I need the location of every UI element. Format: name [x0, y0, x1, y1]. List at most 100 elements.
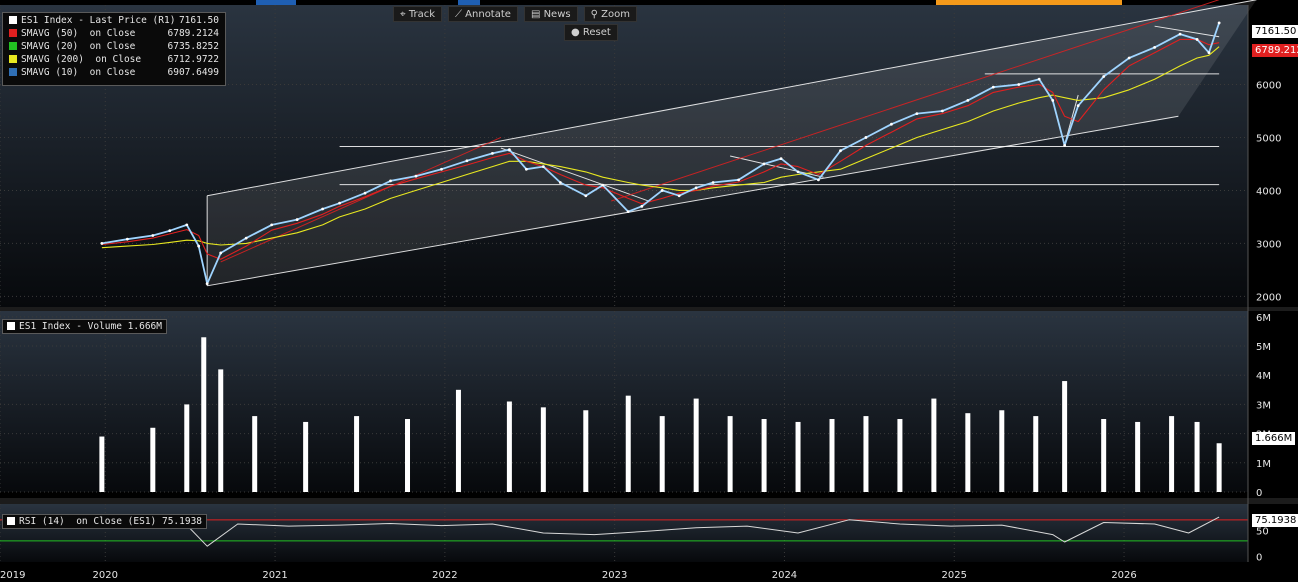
volume-bar: [1033, 416, 1039, 492]
price-point: [915, 112, 919, 116]
volume-tick-label: 4M: [1256, 371, 1271, 382]
price-point: [440, 167, 443, 171]
last-price-label: 7161.50: [1252, 25, 1298, 38]
price-point: [966, 98, 970, 102]
volume-tick-label: 1M: [1256, 459, 1271, 470]
trend-channel-area: [207, 0, 1257, 286]
price-point: [321, 207, 325, 211]
price-tick-label: 6000: [1256, 80, 1281, 91]
news-button[interactable]: ▤ News: [523, 6, 578, 22]
volume-bar: [625, 395, 631, 492]
volume-bar: [405, 419, 411, 492]
volume-panel-title: ES1 Index - Volume 1.666M: [2, 319, 167, 334]
price-point: [465, 159, 469, 163]
price-point: [558, 181, 562, 184]
volume-bar: [1169, 416, 1175, 492]
price-point: [1063, 144, 1067, 147]
sma50-line: [101, 38, 1220, 260]
annotate-button[interactable]: ⟋ Annotate: [447, 6, 518, 22]
price-point: [270, 223, 274, 227]
legend-value-sma20: 6735.8252: [167, 41, 219, 52]
volume-panel-background: [0, 311, 1248, 492]
trendline: [220, 136, 502, 263]
sma200-line: [101, 46, 1220, 249]
track-button[interactable]: ⌖ Track: [393, 6, 442, 22]
price-point: [1127, 56, 1131, 60]
pencil-icon: ⟋: [454, 9, 466, 20]
trendline: [1154, 25, 1220, 38]
price-point: [601, 183, 605, 187]
price-point: [491, 151, 494, 155]
legend-item-sma10: SMAVG (10) on Close: [9, 67, 135, 78]
price-point: [796, 170, 800, 174]
x-axis-band: [0, 562, 1298, 582]
volume-bar: [540, 407, 546, 492]
price-point: [338, 201, 341, 205]
zoom-button[interactable]: ⚲ Zoom: [583, 6, 637, 22]
price-point: [640, 204, 644, 208]
price-point: [168, 229, 172, 233]
volume-bar: [1194, 421, 1200, 492]
rsi-panel-title: RSI (14) on Close (ES1) 75.1938: [2, 514, 208, 529]
price-point: [762, 162, 766, 166]
x-tick-label: 2020: [93, 570, 118, 581]
legend-item-sma50: SMAVG (50) on Close: [9, 28, 135, 39]
volume-bar: [583, 410, 589, 492]
volume-bar: [150, 427, 156, 492]
price-point: [817, 178, 820, 182]
price-point: [151, 234, 155, 237]
legend-item-price: ES1 Index - Last Price (R1): [9, 15, 175, 26]
legend-value-price: 7161.50: [178, 15, 219, 26]
volume-bar: [999, 410, 1005, 492]
legend-swatch: [7, 517, 15, 525]
price-point: [507, 148, 511, 152]
legend-value-sma10: 6907.6499: [167, 67, 219, 78]
price-point: [1207, 51, 1211, 55]
price-point: [197, 244, 201, 248]
top-strip-blue: [256, 0, 296, 5]
magnifier-icon: ⚲: [590, 9, 602, 20]
price-point: [890, 122, 893, 126]
legend-swatch: [9, 42, 17, 50]
price-point: [991, 85, 995, 89]
price-point: [524, 167, 528, 171]
volume-tick-label: 3M: [1256, 400, 1271, 411]
volume-bar: [354, 416, 360, 492]
price-tick-label: 3000: [1256, 239, 1281, 250]
volume-bar: [1101, 419, 1107, 492]
price-point: [1195, 38, 1199, 41]
price-point: [185, 223, 189, 227]
trendline: [207, 0, 1257, 197]
crosshair-icon: ⌖: [400, 9, 409, 20]
legend-swatch: [9, 68, 17, 76]
chart-toolbar: ⌖ Track ⟋ Annotate ▤ News ⚲ Zoom: [393, 6, 637, 22]
price-point: [295, 218, 299, 221]
price-point: [839, 149, 842, 153]
volume-bar: [761, 419, 767, 492]
sma50-price-label: 6789.212: [1252, 44, 1298, 57]
x-tick-label: 2021: [262, 570, 287, 581]
reset-button[interactable]: ● Reset: [564, 24, 618, 41]
rsi-tick-label: 0: [1256, 553, 1262, 564]
x-tick-label: 2019: [0, 570, 25, 581]
top-strip-orange: [936, 0, 1122, 5]
volume-bar: [184, 404, 190, 492]
last-rsi-label: 75.1938: [1252, 514, 1298, 527]
price-point: [219, 251, 223, 255]
volume-bar: [252, 416, 258, 492]
panel-separator: [0, 307, 1298, 311]
price-point: [584, 194, 588, 198]
volume-bar: [863, 416, 869, 492]
price-point: [677, 194, 681, 198]
legend-swatch: [9, 16, 17, 24]
price-point: [737, 178, 741, 182]
top-strip-blue-small: [458, 0, 480, 5]
volume-bar: [897, 419, 903, 492]
legend-item-sma200: SMAVG (200) on Close: [9, 54, 141, 65]
legend-swatch: [7, 322, 15, 330]
price-tick-label: 5000: [1256, 133, 1281, 144]
x-tick-label: 2024: [772, 570, 797, 581]
price-point: [660, 189, 664, 192]
price-legend: ES1 Index - Last Price (R1) 7161.50 SMAV…: [2, 12, 226, 86]
